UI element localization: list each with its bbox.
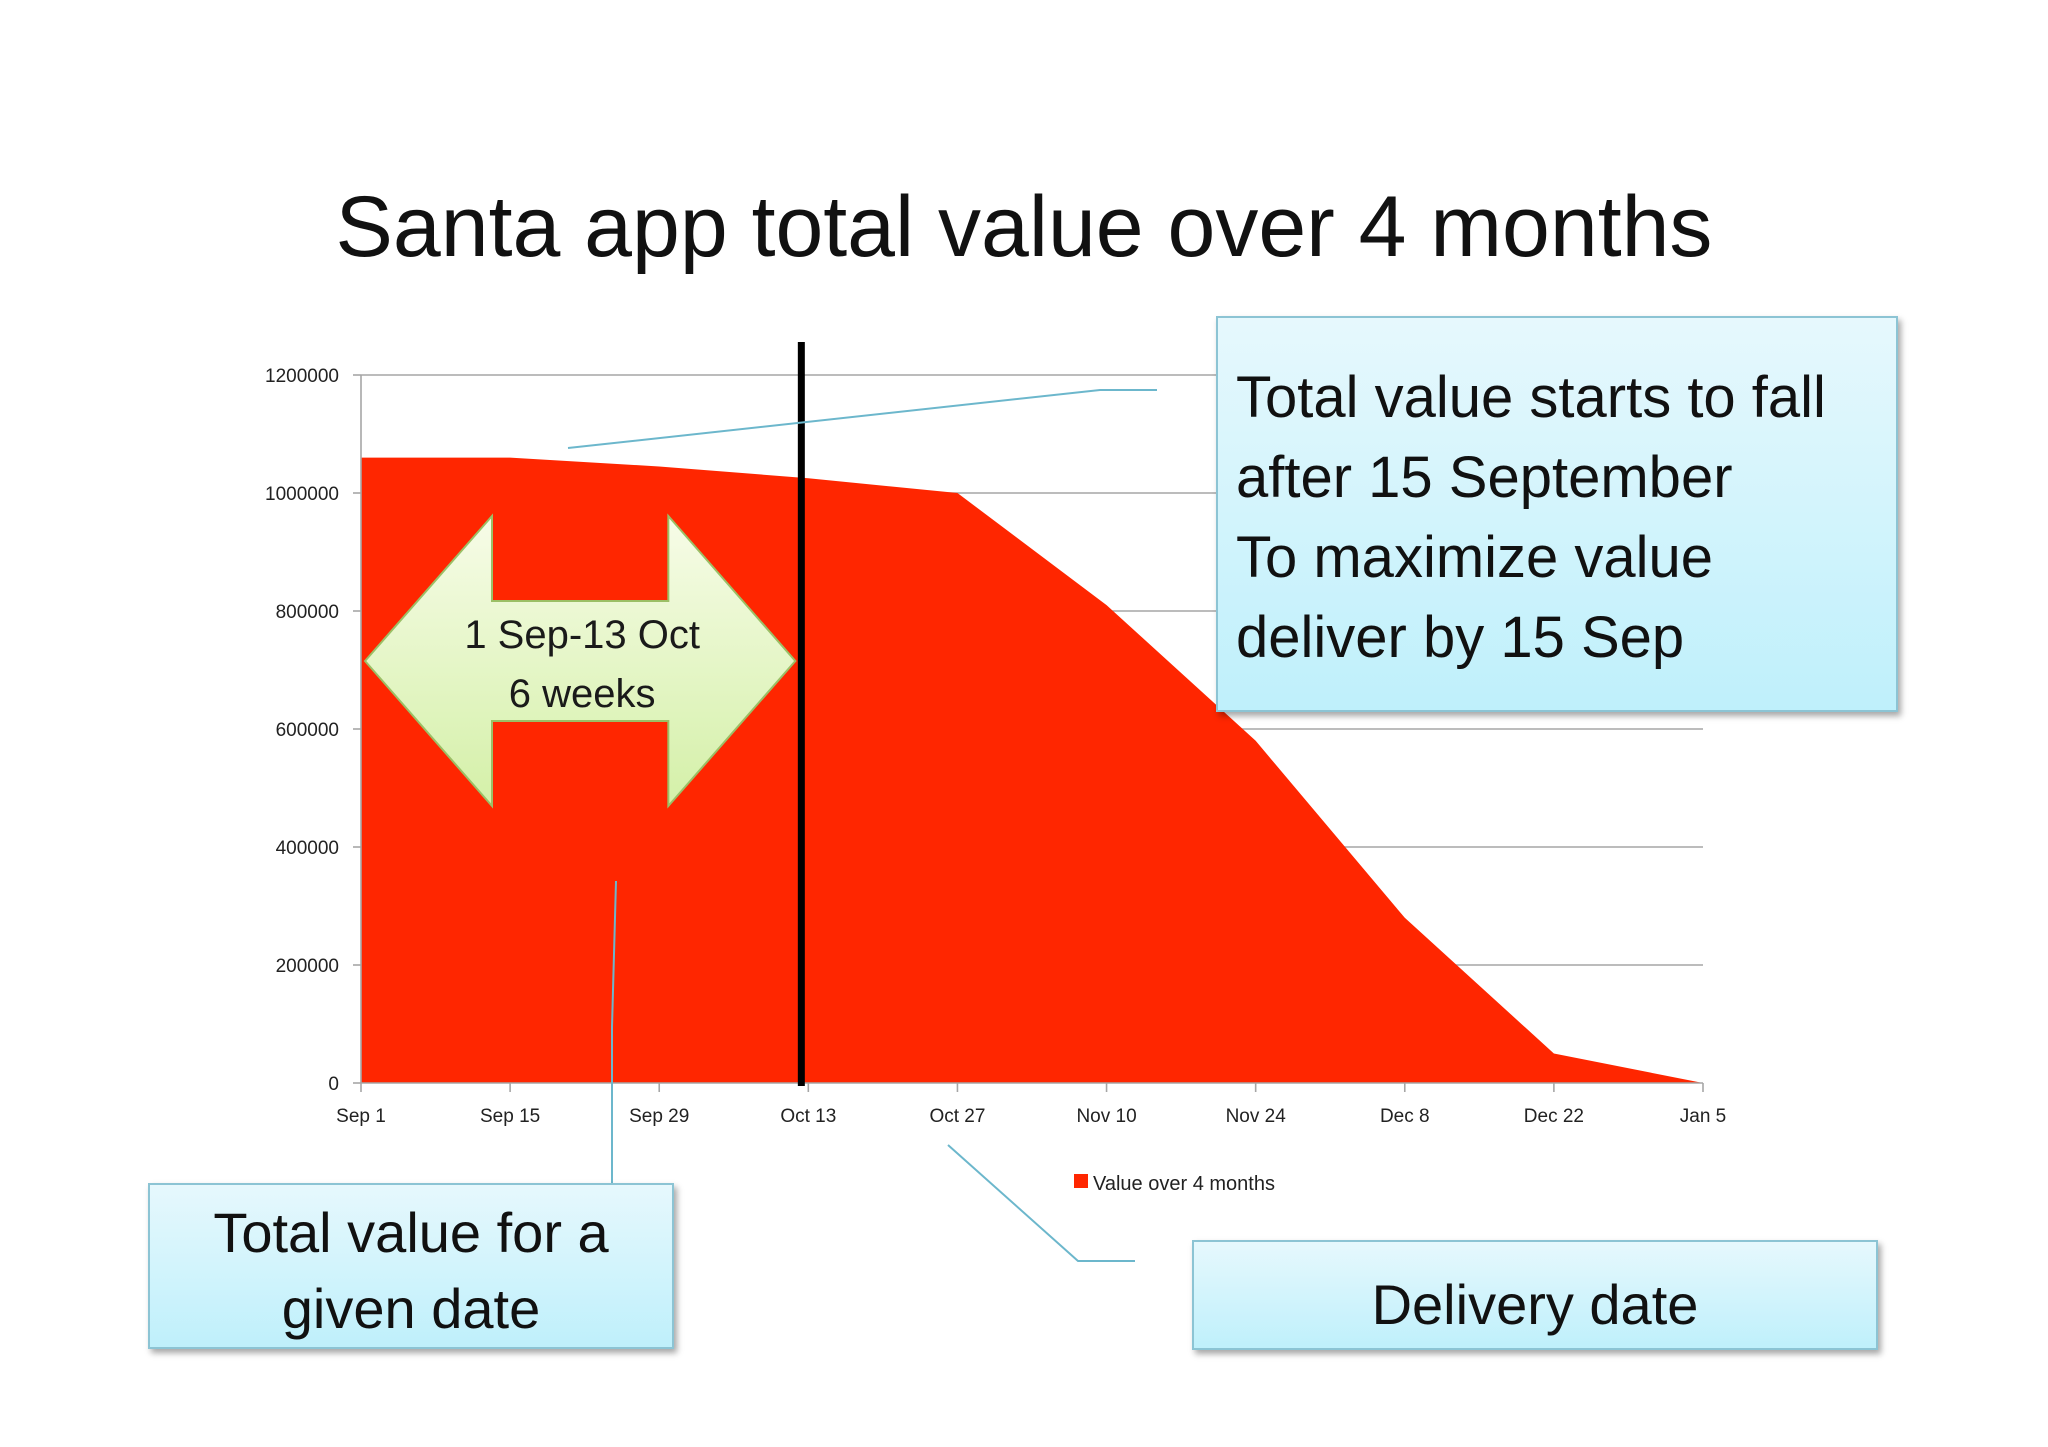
callout-total-line-2: given date — [281, 1277, 541, 1341]
x-tick-label: Nov 10 — [1076, 1106, 1136, 1127]
callout-connectors — [567, 389, 1157, 1262]
callout-fall-line-4: deliver by 15 Sep — [1236, 605, 1685, 671]
x-tick-label: Dec 8 — [1380, 1106, 1430, 1127]
double-arrow: 1 Sep-13 Oct 6 weeks — [363, 513, 797, 809]
y-tick-label: 600000 — [276, 720, 339, 741]
double-arrow-shape — [363, 513, 797, 809]
y-tick-label: 400000 — [276, 838, 339, 859]
x-tick-label: Jan 5 — [1680, 1106, 1726, 1127]
y-tick-label: 200000 — [276, 956, 339, 977]
callout-fall-line-1: Total value starts to fall — [1236, 365, 1826, 430]
slide-title: Santa app total value over 4 months — [335, 179, 1713, 275]
x-tick-label: Oct 27 — [929, 1106, 985, 1127]
callout-fall-line-3: To maximize value — [1236, 525, 1714, 591]
legend-label: Value over 4 months — [1093, 1173, 1275, 1195]
x-tick-label: Sep 29 — [629, 1106, 689, 1127]
connector-total-value — [611, 880, 617, 1208]
legend-swatch — [1074, 1174, 1088, 1188]
callout-delivery-date: Delivery date — [1192, 1240, 1878, 1350]
y-tick-label: 1000000 — [265, 484, 339, 505]
x-tick-label: Nov 24 — [1226, 1106, 1287, 1127]
x-tick-label: Sep 1 — [336, 1106, 386, 1127]
connector-value-falls — [567, 389, 1157, 449]
arrow-label-duration: 6 weeks — [509, 672, 656, 716]
callout-value-falls: Total value starts to fall after 15 Sept… — [1216, 316, 1898, 712]
y-tick-label: 0 — [328, 1074, 339, 1095]
connector-delivery-date — [947, 1144, 1135, 1262]
callout-total-value: Total value for a given date — [148, 1183, 674, 1349]
callout-delivery-text: Delivery date — [1371, 1273, 1699, 1336]
x-tick-label: Dec 22 — [1524, 1106, 1584, 1127]
legend: Value over 4 months — [1074, 1173, 1275, 1195]
arrow-label-range: 1 Sep-13 Oct — [464, 613, 700, 657]
x-tick-label: Oct 13 — [780, 1106, 836, 1127]
callout-total-line-1: Total value for a — [213, 1201, 609, 1264]
callout-fall-line-2: after 15 September — [1236, 445, 1733, 511]
y-tick-label: 800000 — [276, 602, 339, 623]
y-tick-label: 1200000 — [265, 366, 339, 387]
x-tick-label: Sep 15 — [480, 1106, 540, 1127]
axes: 0 200000 400000 600000 800000 1000000 1200000 S… — [265, 366, 1726, 1127]
